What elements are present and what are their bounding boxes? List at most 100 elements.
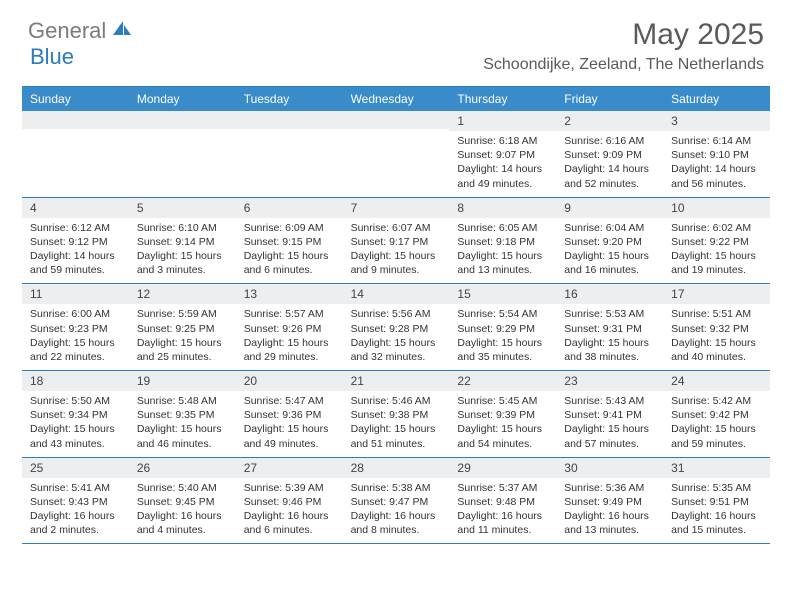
daylight-text: Daylight: 15 hours and 22 minutes. bbox=[30, 336, 121, 364]
day-number: 23 bbox=[556, 371, 663, 391]
day-number: 11 bbox=[22, 284, 129, 304]
logo: General bbox=[28, 18, 135, 44]
daylight-text: Daylight: 16 hours and 2 minutes. bbox=[30, 509, 121, 537]
sunrise-text: Sunrise: 6:00 AM bbox=[30, 307, 121, 321]
day-header-cell: Friday bbox=[556, 87, 663, 111]
sunset-text: Sunset: 9:23 PM bbox=[30, 322, 121, 336]
week-row: 25Sunrise: 5:41 AMSunset: 9:43 PMDayligh… bbox=[22, 458, 770, 545]
sunset-text: Sunset: 9:34 PM bbox=[30, 408, 121, 422]
sunrise-text: Sunrise: 5:51 AM bbox=[671, 307, 762, 321]
sunrise-text: Sunrise: 5:48 AM bbox=[137, 394, 228, 408]
day-cell: 6Sunrise: 6:09 AMSunset: 9:15 PMDaylight… bbox=[236, 198, 343, 284]
sunset-text: Sunset: 9:48 PM bbox=[457, 495, 548, 509]
day-cell: 21Sunrise: 5:46 AMSunset: 9:38 PMDayligh… bbox=[343, 371, 450, 457]
day-cell: 24Sunrise: 5:42 AMSunset: 9:42 PMDayligh… bbox=[663, 371, 770, 457]
logo-sail-icon bbox=[111, 19, 133, 44]
day-content: Sunrise: 6:09 AMSunset: 9:15 PMDaylight:… bbox=[236, 218, 343, 284]
day-number: 26 bbox=[129, 458, 236, 478]
day-number: 5 bbox=[129, 198, 236, 218]
day-number: 16 bbox=[556, 284, 663, 304]
sunset-text: Sunset: 9:09 PM bbox=[564, 148, 655, 162]
daylight-text: Daylight: 15 hours and 49 minutes. bbox=[244, 422, 335, 450]
day-number: 14 bbox=[343, 284, 450, 304]
day-content: Sunrise: 6:14 AMSunset: 9:10 PMDaylight:… bbox=[663, 131, 770, 197]
logo-blue-wrap: Blue bbox=[30, 44, 74, 70]
daylight-text: Daylight: 15 hours and 46 minutes. bbox=[137, 422, 228, 450]
sunset-text: Sunset: 9:32 PM bbox=[671, 322, 762, 336]
day-content: Sunrise: 5:35 AMSunset: 9:51 PMDaylight:… bbox=[663, 478, 770, 544]
day-number: 10 bbox=[663, 198, 770, 218]
sunrise-text: Sunrise: 5:38 AM bbox=[351, 481, 442, 495]
day-number: 21 bbox=[343, 371, 450, 391]
day-content bbox=[129, 129, 236, 187]
logo-text-gray: General bbox=[28, 18, 106, 44]
sunrise-text: Sunrise: 6:07 AM bbox=[351, 221, 442, 235]
day-number bbox=[236, 111, 343, 129]
daylight-text: Daylight: 15 hours and 19 minutes. bbox=[671, 249, 762, 277]
day-content: Sunrise: 6:07 AMSunset: 9:17 PMDaylight:… bbox=[343, 218, 450, 284]
day-number bbox=[129, 111, 236, 129]
sunrise-text: Sunrise: 6:12 AM bbox=[30, 221, 121, 235]
day-content: Sunrise: 5:37 AMSunset: 9:48 PMDaylight:… bbox=[449, 478, 556, 544]
sunrise-text: Sunrise: 6:04 AM bbox=[564, 221, 655, 235]
daylight-text: Daylight: 15 hours and 16 minutes. bbox=[564, 249, 655, 277]
day-number: 25 bbox=[22, 458, 129, 478]
day-cell bbox=[22, 111, 129, 197]
sunset-text: Sunset: 9:07 PM bbox=[457, 148, 548, 162]
day-number: 31 bbox=[663, 458, 770, 478]
day-content: Sunrise: 5:56 AMSunset: 9:28 PMDaylight:… bbox=[343, 304, 450, 370]
day-content: Sunrise: 5:43 AMSunset: 9:41 PMDaylight:… bbox=[556, 391, 663, 457]
sunset-text: Sunset: 9:41 PM bbox=[564, 408, 655, 422]
day-cell: 1Sunrise: 6:18 AMSunset: 9:07 PMDaylight… bbox=[449, 111, 556, 197]
daylight-text: Daylight: 16 hours and 4 minutes. bbox=[137, 509, 228, 537]
day-cell bbox=[129, 111, 236, 197]
day-number: 1 bbox=[449, 111, 556, 131]
sunrise-text: Sunrise: 6:16 AM bbox=[564, 134, 655, 148]
month-title: May 2025 bbox=[483, 18, 764, 52]
day-number: 18 bbox=[22, 371, 129, 391]
day-number: 2 bbox=[556, 111, 663, 131]
sunrise-text: Sunrise: 6:09 AM bbox=[244, 221, 335, 235]
sunrise-text: Sunrise: 5:39 AM bbox=[244, 481, 335, 495]
sunrise-text: Sunrise: 5:42 AM bbox=[671, 394, 762, 408]
daylight-text: Daylight: 15 hours and 13 minutes. bbox=[457, 249, 548, 277]
sunset-text: Sunset: 9:43 PM bbox=[30, 495, 121, 509]
daylight-text: Daylight: 15 hours and 3 minutes. bbox=[137, 249, 228, 277]
sunrise-text: Sunrise: 6:05 AM bbox=[457, 221, 548, 235]
day-cell: 19Sunrise: 5:48 AMSunset: 9:35 PMDayligh… bbox=[129, 371, 236, 457]
sunrise-text: Sunrise: 5:53 AM bbox=[564, 307, 655, 321]
daylight-text: Daylight: 15 hours and 54 minutes. bbox=[457, 422, 548, 450]
daylight-text: Daylight: 15 hours and 6 minutes. bbox=[244, 249, 335, 277]
sunrise-text: Sunrise: 5:35 AM bbox=[671, 481, 762, 495]
sunset-text: Sunset: 9:49 PM bbox=[564, 495, 655, 509]
day-content: Sunrise: 6:10 AMSunset: 9:14 PMDaylight:… bbox=[129, 218, 236, 284]
daylight-text: Daylight: 15 hours and 43 minutes. bbox=[30, 422, 121, 450]
sunrise-text: Sunrise: 5:41 AM bbox=[30, 481, 121, 495]
day-cell: 14Sunrise: 5:56 AMSunset: 9:28 PMDayligh… bbox=[343, 284, 450, 370]
day-content: Sunrise: 5:47 AMSunset: 9:36 PMDaylight:… bbox=[236, 391, 343, 457]
day-cell bbox=[343, 111, 450, 197]
sunset-text: Sunset: 9:17 PM bbox=[351, 235, 442, 249]
day-content: Sunrise: 5:40 AMSunset: 9:45 PMDaylight:… bbox=[129, 478, 236, 544]
day-cell: 4Sunrise: 6:12 AMSunset: 9:12 PMDaylight… bbox=[22, 198, 129, 284]
day-content: Sunrise: 5:42 AMSunset: 9:42 PMDaylight:… bbox=[663, 391, 770, 457]
sunset-text: Sunset: 9:38 PM bbox=[351, 408, 442, 422]
sunset-text: Sunset: 9:39 PM bbox=[457, 408, 548, 422]
sunrise-text: Sunrise: 5:56 AM bbox=[351, 307, 442, 321]
sunrise-text: Sunrise: 5:54 AM bbox=[457, 307, 548, 321]
day-cell: 20Sunrise: 5:47 AMSunset: 9:36 PMDayligh… bbox=[236, 371, 343, 457]
week-row: 18Sunrise: 5:50 AMSunset: 9:34 PMDayligh… bbox=[22, 371, 770, 458]
sunrise-text: Sunrise: 5:36 AM bbox=[564, 481, 655, 495]
day-number: 28 bbox=[343, 458, 450, 478]
day-cell: 7Sunrise: 6:07 AMSunset: 9:17 PMDaylight… bbox=[343, 198, 450, 284]
day-number: 17 bbox=[663, 284, 770, 304]
sunrise-text: Sunrise: 5:43 AM bbox=[564, 394, 655, 408]
sunrise-text: Sunrise: 5:59 AM bbox=[137, 307, 228, 321]
day-number: 24 bbox=[663, 371, 770, 391]
day-content: Sunrise: 5:48 AMSunset: 9:35 PMDaylight:… bbox=[129, 391, 236, 457]
day-content: Sunrise: 6:00 AMSunset: 9:23 PMDaylight:… bbox=[22, 304, 129, 370]
sunrise-text: Sunrise: 5:47 AM bbox=[244, 394, 335, 408]
sunrise-text: Sunrise: 5:45 AM bbox=[457, 394, 548, 408]
daylight-text: Daylight: 15 hours and 9 minutes. bbox=[351, 249, 442, 277]
daylight-text: Daylight: 15 hours and 35 minutes. bbox=[457, 336, 548, 364]
